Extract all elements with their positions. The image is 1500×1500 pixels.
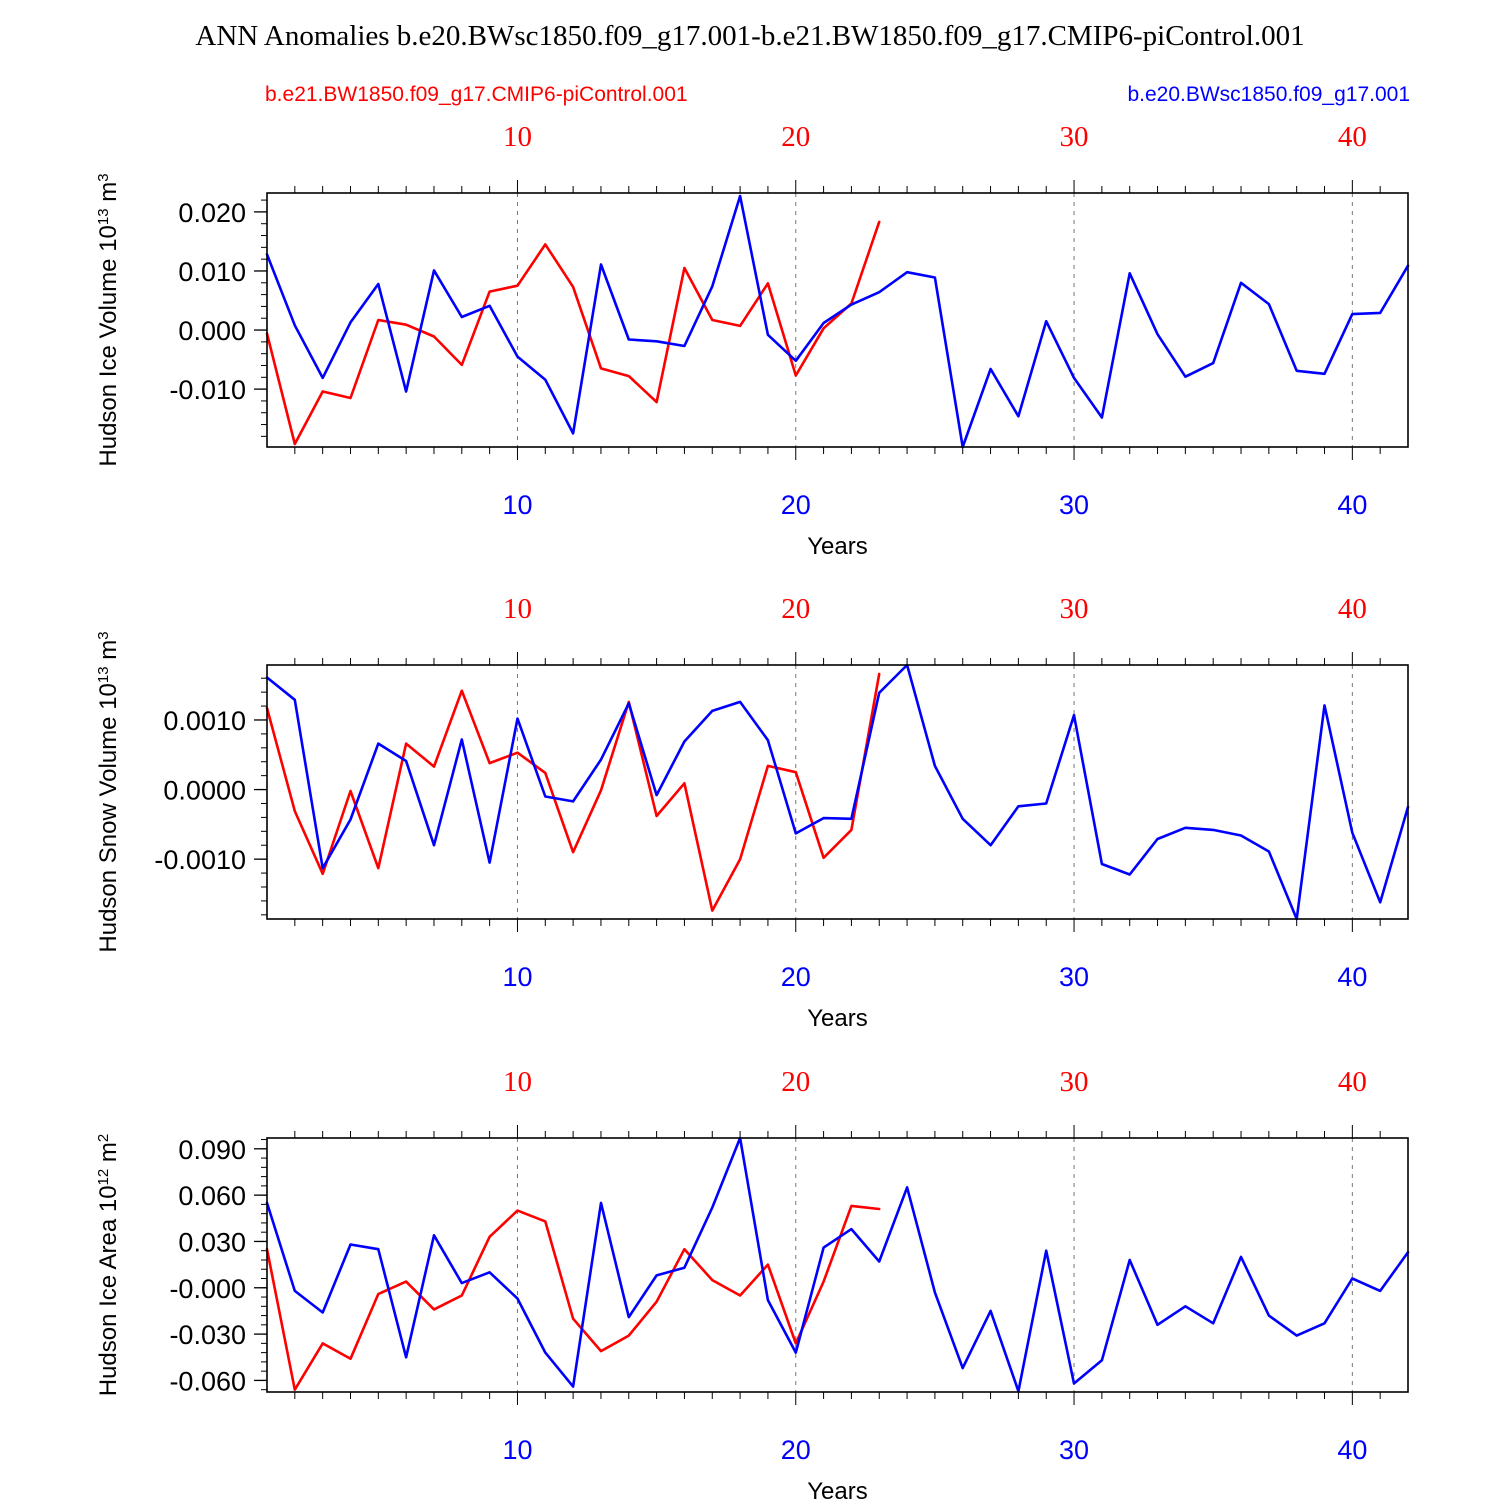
y-axis-title-part: m xyxy=(95,640,122,667)
series-line-experiment xyxy=(265,663,1410,921)
x-tick-label-bottom: 20 xyxy=(781,1435,811,1465)
y-tick-label: 0.010 xyxy=(178,257,246,287)
x-tick-label-bottom: 40 xyxy=(1337,490,1367,520)
x-tick-label-bottom: 30 xyxy=(1059,962,1089,992)
y-tick-label: 0.020 xyxy=(178,198,246,228)
y-tick-label: 0.0010 xyxy=(163,706,246,736)
x-tick-label-top: 10 xyxy=(503,593,532,625)
x-tick-label-top: 40 xyxy=(1338,593,1367,625)
y-tick-label: 0.0000 xyxy=(163,776,246,806)
plot-frame xyxy=(266,664,1409,920)
x-tick-label-bottom: 40 xyxy=(1337,1435,1367,1465)
x-tick-label-top: 20 xyxy=(781,593,810,625)
x-tick-label-top: 40 xyxy=(1338,121,1367,153)
series-line-control xyxy=(265,672,881,912)
y-tick-label: 0.030 xyxy=(178,1227,246,1257)
x-tick-label-top: 30 xyxy=(1060,1066,1089,1098)
y-tick-label: -0.060 xyxy=(169,1366,246,1396)
y-axis-title-part: m xyxy=(95,182,122,209)
x-tick-label-bottom: 10 xyxy=(502,490,532,520)
y-tick-label: -0.000 xyxy=(169,1274,246,1304)
y-axis-title: Hudson Snow Volume 1013 m3 xyxy=(95,631,123,952)
y-tick-label: 0.000 xyxy=(178,316,246,346)
y-tick-label: -0.030 xyxy=(169,1320,246,1350)
x-tick-label-top: 10 xyxy=(503,1066,532,1098)
x-tick-label-bottom: 20 xyxy=(781,962,811,992)
chart-panel-3: -0.060 -0.030 -0.000 0.030 0.060 0.090 10 10 20 2… xyxy=(95,1066,1410,1500)
series-line-control xyxy=(265,1204,881,1391)
y-axis-title-superscript: 3 xyxy=(95,173,112,181)
chart-panel-2: -0.0010 0.0000 0.0010 10 10 20 20 30 30 40 40 Years… xyxy=(95,593,1410,1032)
x-tick-label-bottom: 20 xyxy=(781,490,811,520)
y-axis-title-part: Hudson Snow Volume 10 xyxy=(95,683,122,953)
x-tick-label-bottom: 40 xyxy=(1337,962,1367,992)
x-axis-title: Years xyxy=(807,1478,868,1500)
figure-title: ANN Anomalies b.e20.BWsc1850.f09_g17.001… xyxy=(195,20,1304,52)
y-axis-title: Hudson Ice Volume 1013 m3 xyxy=(95,173,123,466)
y-axis-title-superscript: 3 xyxy=(95,631,112,639)
y-axis-title-part: Hudson Ice Area 10 xyxy=(95,1185,122,1396)
series-line-experiment xyxy=(265,1136,1410,1393)
x-axis-title: Years xyxy=(807,1005,868,1032)
series-line-experiment xyxy=(265,194,1410,449)
x-tick-label-top: 20 xyxy=(781,121,810,153)
x-tick-label-top: 20 xyxy=(781,1066,810,1098)
x-tick-label-top: 10 xyxy=(503,121,532,153)
y-axis-title-part: Hudson Ice Volume 10 xyxy=(95,225,122,467)
legend-experiment-label: b.e20.BWsc1850.f09_g17.001 xyxy=(1127,83,1410,106)
y-axis-title-superscript: 12 xyxy=(95,1169,112,1186)
x-tick-label-bottom: 30 xyxy=(1059,490,1089,520)
plot-frame xyxy=(266,1137,1409,1393)
x-tick-label-bottom: 10 xyxy=(502,1435,532,1465)
chart-panel-1: -0.010 0.000 0.010 0.020 10 10 20 20 30 30 40 40 Yea… xyxy=(95,121,1410,560)
series-line-control xyxy=(265,220,881,446)
x-axis-title: Years xyxy=(807,533,868,560)
y-tick-label: -0.0010 xyxy=(154,845,246,875)
legend-control-label: b.e21.BW1850.f09_g17.CMIP6-piControl.001 xyxy=(265,83,688,106)
x-tick-label-top: 40 xyxy=(1338,1066,1367,1098)
x-tick-label-top: 30 xyxy=(1060,121,1089,153)
y-axis-title-superscript: 13 xyxy=(95,208,112,225)
y-tick-label: 0.060 xyxy=(178,1181,246,1211)
x-tick-label-bottom: 10 xyxy=(502,962,532,992)
y-axis-title-superscript: 2 xyxy=(95,1134,112,1142)
plot-frame xyxy=(266,192,1409,448)
panels: -0.010 0.000 0.010 0.020 10 10 20 20 30 30 40 40 Yea… xyxy=(95,121,1410,1500)
y-axis-title-superscript: 13 xyxy=(95,666,112,683)
x-tick-label-top: 30 xyxy=(1060,593,1089,625)
y-axis-title-part: m xyxy=(95,1142,122,1169)
y-tick-label: -0.010 xyxy=(169,375,246,405)
y-tick-label: 0.090 xyxy=(178,1135,246,1165)
y-axis-title: Hudson Ice Area 1012 m2 xyxy=(95,1134,123,1397)
x-tick-label-bottom: 30 xyxy=(1059,1435,1089,1465)
